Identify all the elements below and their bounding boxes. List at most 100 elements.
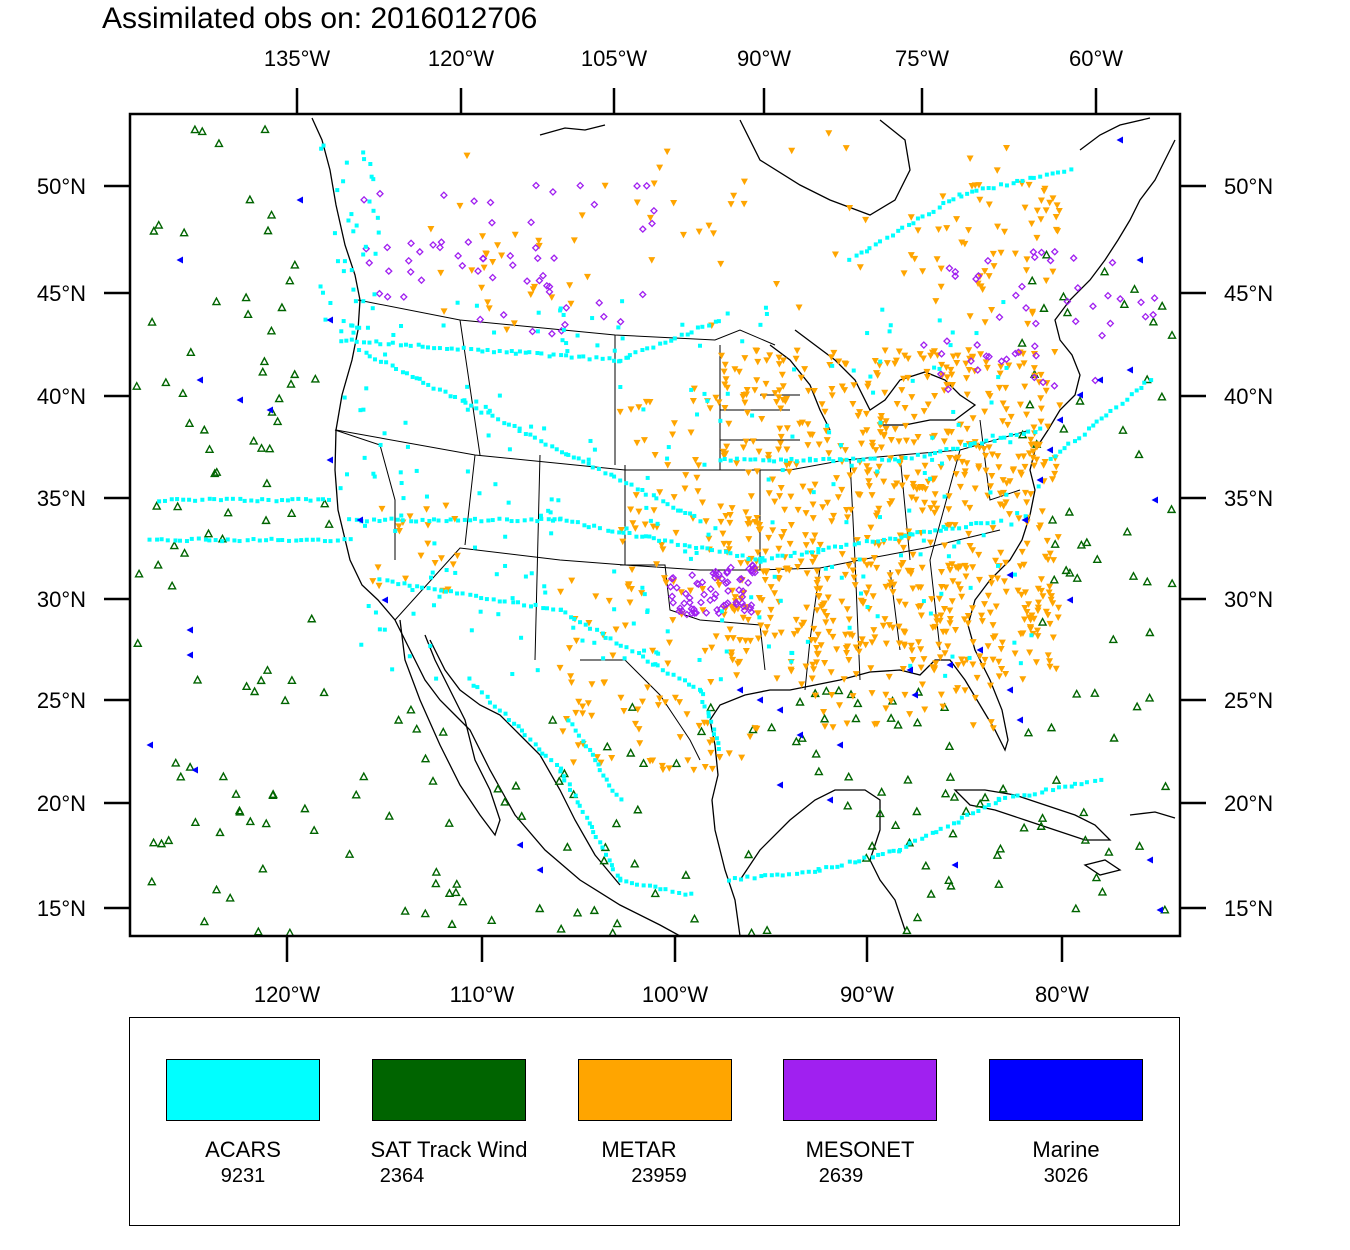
acars-marker [571,626,575,630]
metar-marker [822,619,829,626]
mesonet-marker [455,253,461,259]
lat-ticks [104,186,1206,908]
metar-marker [999,640,1006,647]
legend-label-metar: METAR [529,1137,749,1163]
metar-marker [706,739,713,746]
acars-marker [450,347,454,351]
acars-marker [855,254,859,258]
metar-marker [819,401,826,408]
acars-marker [648,884,652,888]
metar-marker [468,267,475,274]
acars-marker [595,343,599,347]
acars-marker [391,341,395,345]
metar-marker [961,472,968,479]
acars-marker [524,575,528,579]
metar-marker [1038,406,1045,413]
acars-marker [652,536,656,540]
metar-marker [838,487,845,494]
metar-marker [997,364,1004,371]
acars-marker [472,684,476,688]
acars-marker [264,538,268,542]
acars-marker [867,246,871,250]
acars-marker [881,852,885,856]
acars-marker [530,571,534,575]
acars-marker [591,830,595,834]
metar-marker [684,757,691,764]
acars-marker [559,608,563,612]
sat-track-wind-marker [946,743,953,750]
sat-track-wind-marker [187,349,194,356]
acars-marker [888,329,892,333]
acars-marker [636,487,640,491]
acars-marker [976,809,980,813]
acars-marker [700,700,704,704]
acars-marker [1001,300,1005,304]
acars-marker [911,379,915,383]
acars-marker [618,877,622,881]
metar-marker [938,266,945,273]
metar-marker [1023,412,1030,419]
metar-marker [438,555,445,562]
acars-marker [588,821,592,825]
acars-marker [781,873,785,877]
mesonet-marker [577,183,583,189]
metar-marker [588,713,595,720]
metar-marker [573,638,580,645]
acars-marker [606,529,610,533]
sat-track-wind-marker [194,676,201,683]
acars-marker [916,216,920,220]
acars-marker [1100,416,1104,420]
acars-marker [605,778,609,782]
metar-marker [989,451,996,458]
acars-marker [767,644,771,648]
acars-marker [399,343,403,347]
sat-track-wind-marker [1080,809,1087,816]
sat-track-wind-marker [191,126,198,133]
acars-marker [718,419,722,423]
metar-marker [1008,414,1015,421]
metar-marker [903,438,910,445]
metar-marker [424,541,431,548]
metar-marker [498,252,505,258]
mesonet-marker [649,220,655,226]
acars-marker [663,341,667,345]
acars-marker [1091,424,1095,428]
metar-marker [919,268,926,275]
metar-marker [494,242,501,249]
top-lon-label: 75°W [895,46,949,71]
sat-track-wind-marker [270,791,277,798]
metar-marker [901,270,908,277]
metar-marker [642,522,649,529]
metar-marker [763,357,770,364]
acars-marker [409,519,413,523]
acars-marker [225,497,229,501]
sat-track-wind-marker [321,689,328,696]
acars-marker [374,252,378,256]
sat-track-wind-marker [1077,397,1084,404]
acars-marker [287,539,291,543]
acars-marker [474,400,478,404]
sat-track-wind-marker [835,687,842,694]
acars-marker [200,498,204,502]
metar-marker [963,375,970,382]
acars-marker [604,853,608,857]
metar-marker [1023,499,1030,506]
acars-marker [537,747,541,751]
marine-marker [197,377,204,384]
acars-marker [432,541,436,545]
acars-marker [643,592,647,596]
acars-marker [466,408,470,412]
acars-marker [921,214,925,218]
metar-marker [909,657,916,664]
marine-marker [382,597,389,604]
acars-marker [679,509,683,513]
mesonet-marker [997,314,1003,320]
acars-marker [544,754,548,758]
sat-track-wind-marker [682,872,689,879]
acars-marker [816,550,820,554]
metar-marker [953,360,960,367]
sat-track-wind-marker [220,773,227,780]
sat-track-wind-marker [707,704,714,711]
sat-track-wind-marker [258,677,265,684]
sat-track-wind-marker [449,921,456,928]
